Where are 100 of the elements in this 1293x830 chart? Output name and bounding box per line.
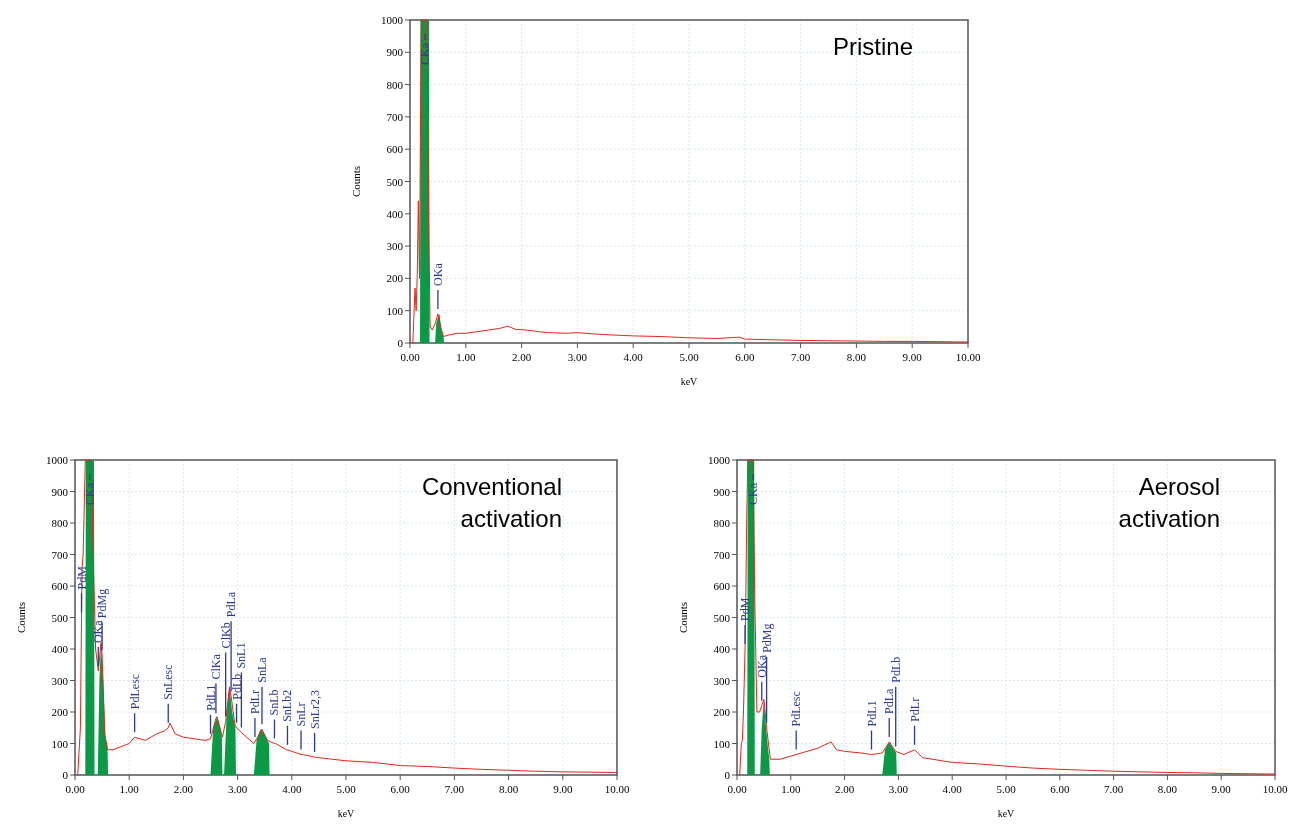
y-tick-label: 400 [386, 207, 404, 220]
annotation: CKa [418, 42, 433, 65]
y-tick-label: 200 [713, 706, 731, 718]
y-tick-label: 300 [713, 674, 731, 687]
y-tick-label: 1000 [46, 454, 69, 466]
x-tick-label: 7.00 [444, 783, 465, 795]
y-axis-title: Counts [15, 601, 27, 634]
line-series [739, 459, 1276, 776]
x-axis-title: keV [337, 808, 356, 819]
x-tick-label: 8.00 [846, 351, 867, 363]
annotation: OKa [754, 654, 769, 678]
x-tick-label: 10.00 [955, 351, 981, 363]
annotation: PdMg [759, 623, 774, 653]
y-tick-label: 700 [51, 548, 69, 561]
annotation: SnLesc [161, 664, 176, 700]
x-axis-title: keV [680, 376, 699, 387]
y-tick-label: 100 [713, 737, 731, 750]
x-tick-label: 6.00 [1050, 783, 1070, 795]
annotation: SnLr2,3 [307, 690, 322, 730]
y-tick-label: 100 [51, 737, 69, 750]
text: Pristine [832, 33, 913, 60]
x-tick-label: 9.00 [902, 351, 923, 363]
x-tick-label: 8.00 [498, 783, 519, 795]
y-tick-label: 300 [386, 240, 404, 253]
text: Conventional activation [421, 473, 562, 532]
x-tick-label: 2.00 [173, 783, 194, 795]
annotation: PdLr [907, 697, 922, 722]
annotation: PdL1 [203, 684, 218, 711]
annotation: ClKb [218, 622, 233, 649]
x-tick-label: 0.00 [400, 351, 421, 363]
x-tick-label: 0.00 [65, 783, 86, 795]
y-tick-label: 800 [386, 78, 404, 91]
y-tick-label: 200 [51, 706, 69, 718]
y-tick-label: 600 [713, 580, 731, 592]
annotation: CKa [746, 482, 761, 505]
line-series [412, 19, 969, 344]
x-tick-label: 2.00 [511, 351, 532, 363]
y-tick-label: 600 [386, 143, 404, 156]
annotation: SnLb2 [280, 689, 295, 722]
y-tick-label: 200 [386, 272, 404, 285]
annotation: ClKa [208, 653, 223, 680]
y-tick-label: 300 [51, 674, 69, 687]
annotation: OKa [430, 262, 445, 286]
x-tick-label: 6.00 [390, 783, 411, 795]
x-tick-label: 4.00 [282, 783, 302, 795]
y-tick-label: 700 [386, 110, 404, 123]
annotation: PdLb [229, 673, 244, 700]
x-tick-label: 3.00 [227, 783, 248, 795]
annotation: PdLesc [127, 673, 142, 710]
y-tick-label: 800 [51, 517, 69, 529]
x-axis-title: keV [997, 808, 1016, 819]
y-tick-label: 600 [51, 580, 69, 592]
x-tick-label: 3.00 [567, 351, 588, 363]
y-tick-label: 400 [51, 643, 69, 655]
x-tick-label: 0.00 [727, 783, 748, 795]
y-tick-label: 0 [724, 769, 731, 781]
x-tick-label: 4.00 [623, 351, 644, 363]
annotation: PdM [74, 565, 89, 590]
annotation: PdM [738, 597, 753, 621]
y-tick-label: 1000 [708, 454, 731, 466]
line-series [77, 459, 618, 776]
x-tick-label: 9.00 [553, 783, 573, 795]
x-tick-label: 4.00 [942, 783, 963, 795]
y-tick-label: 900 [386, 46, 404, 59]
x-tick-label: 8.00 [1157, 783, 1178, 795]
y-tick-label: 1000 [381, 14, 404, 26]
y-tick-label: 0 [397, 337, 404, 349]
annotation: SnLa [254, 656, 269, 683]
y-tick-label: 800 [713, 517, 731, 529]
x-tick-label: 7.00 [1103, 783, 1124, 795]
y-axis-title: Counts [677, 601, 689, 634]
annotation: PdLr [247, 689, 262, 714]
y-tick-label: 400 [713, 643, 731, 655]
annotation: SnL1 [234, 642, 249, 669]
annotation: PdMg [95, 588, 110, 619]
annotation: OKa [91, 619, 106, 644]
annotation: CKa [82, 482, 97, 505]
x-tick-label: 7.00 [790, 351, 811, 363]
y-tick-label: 900 [713, 485, 731, 498]
annotation: PdLesc [789, 691, 804, 727]
x-tick-label: 10.00 [1262, 783, 1288, 795]
x-tick-label: 5.00 [679, 351, 700, 363]
x-tick-label: 5.00 [336, 783, 357, 795]
x-tick-label: 6.00 [735, 351, 755, 363]
y-tick-label: 500 [386, 175, 404, 188]
annotation: PdL1 [864, 700, 879, 727]
x-tick-label: 2.00 [834, 783, 855, 795]
y-axis-title: Counts [350, 165, 362, 198]
x-tick-label: 10.00 [604, 783, 630, 795]
y-tick-label: 500 [51, 611, 69, 624]
x-tick-label: 1.00 [781, 783, 801, 795]
annotation: PdLa [882, 687, 897, 714]
x-tick-label: 3.00 [888, 783, 909, 795]
x-tick-label: 1.00 [456, 351, 476, 363]
y-tick-label: 700 [713, 548, 731, 561]
y-tick-label: 900 [51, 485, 69, 498]
x-tick-label: 1.00 [119, 783, 140, 795]
annotation: PdLa [224, 591, 239, 618]
x-tick-label: 5.00 [996, 783, 1017, 795]
y-tick-label: 100 [386, 304, 404, 317]
